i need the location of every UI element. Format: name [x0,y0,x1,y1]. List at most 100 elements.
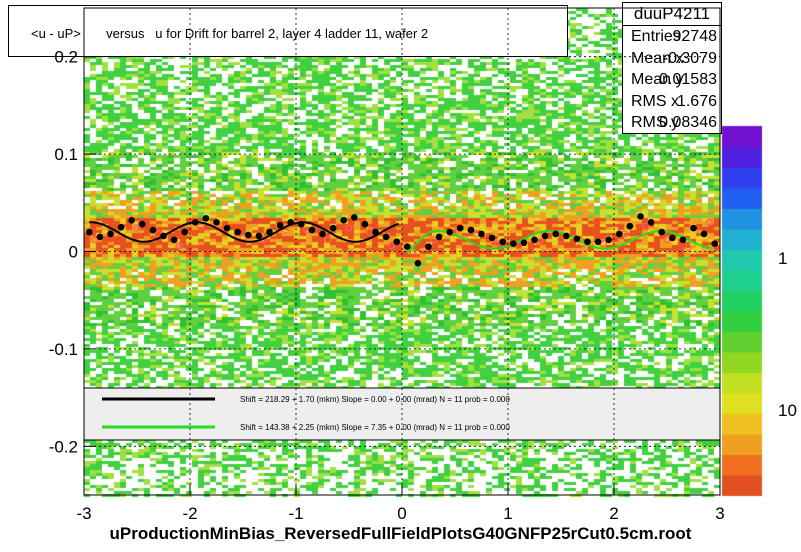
black-point [531,236,538,244]
black-point [86,228,93,236]
x-tick-label: -2 [182,504,197,523]
stats-label: Mean y [631,71,684,88]
pink-point [133,224,141,232]
black-point [700,230,708,238]
stats-label: RMS x [631,92,679,110]
black-point [467,226,475,234]
black-point [361,220,369,228]
black-point [96,233,104,241]
stats-value: 92748 [672,28,718,45]
black-point [658,228,665,236]
x-tick-label: -1 [288,504,303,523]
palette-labels: 1 10 [778,249,797,420]
legend-text-black: Shift = 218.29 + 1.70 (mkm) Slope = 0.00… [240,395,510,404]
black-point [319,230,326,238]
black-point [573,235,581,243]
pink-point [324,236,332,244]
x-tick-label: -3 [76,504,91,523]
black-point [170,236,178,244]
stats-value: 0.08346 [659,114,717,131]
axes: -3 -2 -1 0 1 2 3 -0.2 -0.1 0 0.1 0.2 [49,7,725,523]
black-point [393,238,401,246]
black-point [488,234,496,242]
black-point [287,218,295,226]
black-point [192,218,199,226]
black-point [669,234,676,242]
black-point [181,228,188,236]
x-tick-label: 0 [397,504,406,523]
stats-name: duuP4211 [623,3,721,26]
black-point [308,226,316,234]
stats-value: 1.676 [676,92,717,110]
black-point [584,238,591,246]
black-point [234,228,241,236]
black-point [425,243,432,250]
stats-row-rms-x: RMS x 1.676 [623,91,721,113]
black-point [414,259,422,267]
data-marks [86,213,718,267]
black-point [679,236,687,244]
black-point [605,236,612,244]
stats-label: RMS y [631,114,679,131]
pink-point [642,222,650,230]
pink-point [705,218,714,226]
x-tick-label: 3 [715,504,724,523]
chart-title: <u - uP> versus u for Drift for barrel 2… [31,26,429,41]
black-point [329,224,337,232]
stats-box: duuP4211 Entries 92748 Mean x -0.3079 Mean… [622,2,722,134]
x-tick-label: 1 [503,504,512,523]
palette-label-1: 1 [778,249,787,268]
black-point [160,232,167,240]
pink-point [684,244,692,252]
black-point [245,231,252,239]
black-point [404,243,411,250]
x-tick-label: 2 [609,504,618,523]
black-point [276,221,284,229]
black-point [202,215,210,222]
black-point [139,220,146,228]
black-point [351,214,358,221]
pink-point [557,236,565,244]
black-point [117,223,125,231]
black-point [520,239,528,247]
pink-point [345,224,353,232]
black-point [690,224,697,232]
fit-curve-black [89,221,400,243]
black-point [647,218,655,226]
pink-point [175,242,183,250]
black-point [594,238,602,246]
black-point [340,217,348,224]
stats-row-entries: Entries 92748 [623,26,721,48]
black-point [149,226,157,234]
black-point [478,230,485,238]
black-point [128,217,135,224]
black-point [372,228,379,236]
black-point [446,228,454,236]
pink-point [90,236,99,244]
black-point [541,232,549,240]
black-point [223,224,231,232]
palette-label-10: 10 [778,401,797,420]
file-name-footer: uProductionMinBias_ReversedFullFieldPlot… [109,524,692,543]
black-point [435,233,443,241]
black-point [510,240,517,248]
chart-title-box: <u - uP> versus u for Drift for barrel 2… [8,5,568,57]
pink-point [197,223,205,231]
black-point [637,213,644,220]
black-point [382,233,390,241]
black-point [255,232,263,240]
y-tick-label: 0.1 [54,145,78,164]
black-point [626,222,634,230]
stats-value: -0.3079 [662,49,717,67]
black-point [107,230,114,238]
y-tick-label: 0 [69,243,78,262]
y-tick-label: -0.1 [49,340,78,359]
y-tick-label: -0.2 [49,437,78,456]
pink-point [430,236,438,244]
black-point [616,230,623,238]
black-point [457,224,464,232]
stats-row-mean-y: Mean y 0.01583 [623,69,721,91]
black-point [266,228,273,236]
legend-text-green: Shift = 143.38 + 2.25 (mkm) Slope = 7.35… [240,423,510,432]
